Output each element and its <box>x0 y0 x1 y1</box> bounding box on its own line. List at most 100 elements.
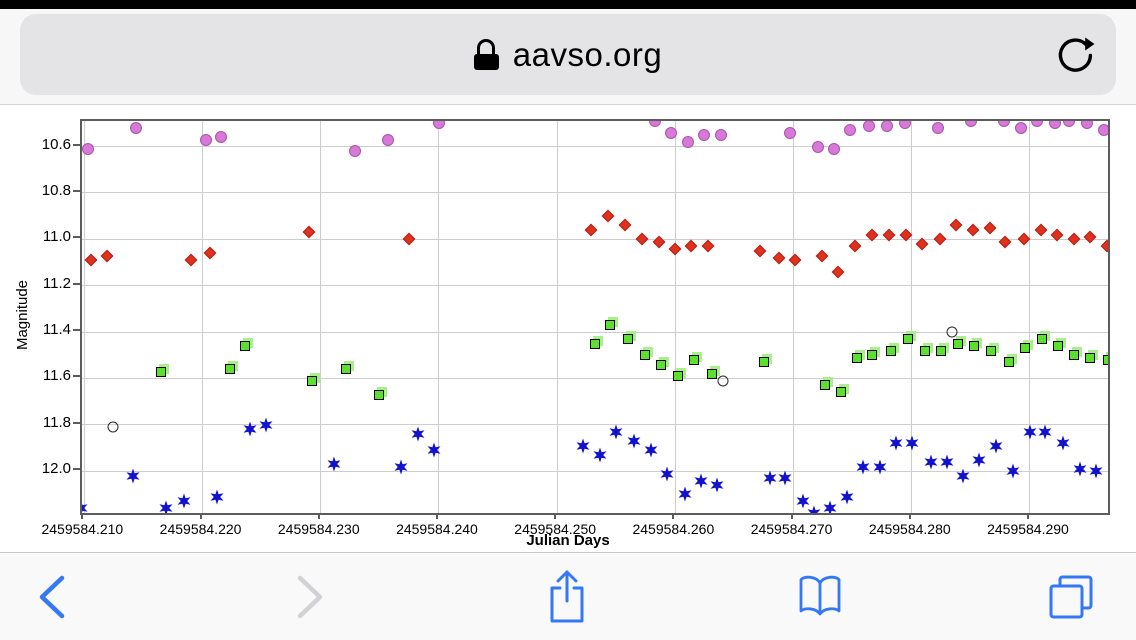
data-point-green-squares <box>672 371 683 382</box>
data-point-red-diamonds <box>585 223 598 237</box>
data-point-green-squares <box>639 350 650 361</box>
tabs-button[interactable] <box>1041 567 1101 627</box>
x-tick-label: 2459584.240 <box>396 521 478 537</box>
data-point-violet-circles <box>1014 121 1027 134</box>
data-point-green-squares <box>623 334 634 345</box>
data-point-green-squares <box>952 338 963 349</box>
h-gridline <box>82 377 1108 379</box>
data-point-red-diamonds <box>684 239 698 253</box>
data-point-violet-circles <box>1062 121 1075 127</box>
data-point-red-diamonds <box>669 242 682 255</box>
data-point-violet-circles <box>964 121 977 127</box>
h-gridline <box>82 424 1108 426</box>
x-tick-label: 2459584.280 <box>868 521 951 537</box>
data-point-green-squares <box>605 320 616 331</box>
data-point-red-diamonds <box>618 219 631 232</box>
data-point-violet-circles <box>812 140 825 153</box>
data-point-violet-circles <box>784 126 797 139</box>
data-point-blue-stars <box>243 421 257 437</box>
data-point-blue-stars <box>889 435 903 451</box>
data-point-violet-circles <box>844 124 857 137</box>
data-point-green-squares <box>1036 334 1047 345</box>
data-point-open-circles <box>946 326 958 338</box>
data-point-blue-stars <box>1073 461 1087 477</box>
data-point-violet-circles <box>898 121 911 130</box>
data-point-green-squares <box>866 350 877 361</box>
back-button[interactable] <box>22 567 82 627</box>
data-point-red-diamonds <box>773 251 786 265</box>
y-tick <box>73 143 80 146</box>
data-point-violet-circles <box>432 121 445 130</box>
data-point-green-squares <box>759 357 770 368</box>
data-point-green-squares <box>903 334 914 345</box>
data-point-green-squares <box>1085 352 1096 363</box>
data-point-blue-stars <box>924 454 938 470</box>
h-gridline <box>82 331 1108 333</box>
data-point-violet-circles <box>682 135 695 148</box>
lock-icon <box>473 39 499 70</box>
data-point-violet-circles <box>880 121 893 132</box>
data-point-blue-stars <box>177 493 191 509</box>
data-point-blue-stars <box>644 442 658 458</box>
data-point-red-diamonds <box>788 253 802 267</box>
data-point-red-diamonds <box>848 239 862 253</box>
data-point-red-diamonds <box>184 253 198 267</box>
data-point-violet-circles <box>1048 121 1061 130</box>
data-point-blue-stars <box>427 442 441 458</box>
x-tick-label: 2459584.210 <box>41 521 124 537</box>
y-tick <box>73 375 80 378</box>
v-gridline <box>674 121 676 513</box>
v-gridline <box>556 121 558 513</box>
data-point-violet-circles <box>715 128 728 141</box>
data-point-violet-circles <box>200 133 213 146</box>
data-point-green-squares <box>373 389 384 400</box>
x-tick-label: 2459584.270 <box>750 521 833 537</box>
data-point-open-circles <box>717 375 729 387</box>
data-point-blue-stars <box>259 417 273 433</box>
web-page: Magnitude 10.6 10.8 11.0 11.2 11.4 11.6 11.8 12… <box>0 105 1136 552</box>
data-point-green-squares <box>820 380 831 391</box>
reload-button[interactable] <box>1054 33 1098 77</box>
back-icon <box>39 575 65 618</box>
data-point-green-squares <box>936 345 947 356</box>
data-point-green-squares <box>969 340 980 351</box>
data-point-violet-circles <box>997 121 1010 127</box>
v-gridline <box>83 121 85 513</box>
data-point-green-squares <box>707 368 718 379</box>
data-point-red-diamonds <box>1034 223 1047 237</box>
data-point-blue-stars <box>1006 463 1020 479</box>
data-point-blue-stars <box>593 447 607 463</box>
data-point-blue-stars <box>694 473 708 489</box>
address-field[interactable]: aavso.org <box>20 14 1116 95</box>
y-tick-label: 11.8 <box>42 413 71 431</box>
url-bar: aavso.org <box>0 9 1136 105</box>
y-tick <box>73 329 80 332</box>
x-tick <box>199 513 202 519</box>
v-gridline <box>1029 121 1031 513</box>
bookmarks-button[interactable] <box>790 567 850 627</box>
share-button[interactable] <box>537 567 597 627</box>
data-point-blue-stars <box>823 500 837 513</box>
data-point-violet-circles <box>664 126 677 139</box>
data-point-green-squares <box>590 338 600 349</box>
data-point-blue-stars <box>972 452 986 468</box>
data-point-open-circles <box>107 421 119 433</box>
y-tick <box>73 468 80 471</box>
data-point-violet-circles <box>349 145 362 158</box>
data-point-red-diamonds <box>1100 239 1108 253</box>
data-point-red-diamonds <box>635 232 649 246</box>
data-point-red-diamonds <box>302 225 316 239</box>
data-point-blue-stars <box>627 433 641 449</box>
data-point-red-diamonds <box>652 235 666 248</box>
data-point-blue-stars <box>327 456 341 472</box>
url-text: aavso.org <box>512 35 663 73</box>
forward-icon <box>297 575 323 618</box>
v-gridline <box>793 121 795 513</box>
data-point-red-diamonds <box>100 249 114 262</box>
data-point-red-diamonds <box>966 223 980 237</box>
data-point-violet-circles <box>827 142 840 155</box>
x-tick-label: 2459584.260 <box>632 521 715 537</box>
data-point-blue-stars <box>763 470 777 486</box>
data-point-red-diamonds <box>85 253 98 267</box>
